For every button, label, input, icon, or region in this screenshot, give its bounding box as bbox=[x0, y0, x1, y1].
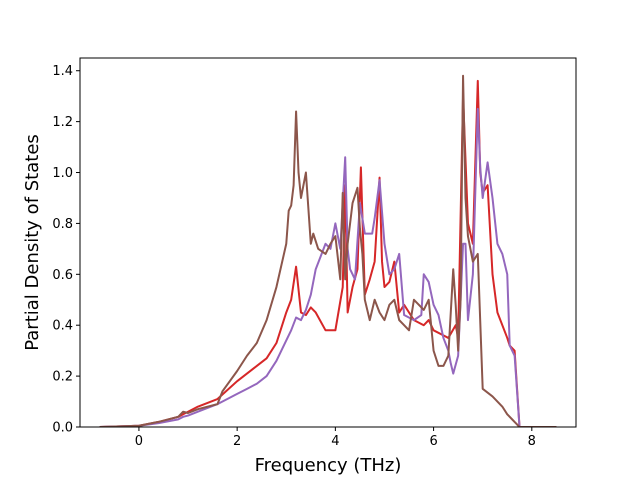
x-axis: 0 2 4 6 8 bbox=[135, 427, 536, 449]
series-line-3 bbox=[99, 74, 557, 427]
y-tick-label: 0.0 bbox=[52, 421, 73, 436]
y-tick-label: 1.2 bbox=[52, 115, 73, 130]
y-tick-label: 0.2 bbox=[52, 370, 73, 385]
y-tick-label: 1.4 bbox=[52, 64, 73, 79]
x-tick-label: 0 bbox=[135, 434, 143, 449]
x-tick-label: 2 bbox=[233, 434, 241, 449]
x-axis-title: Frequency (THz) bbox=[255, 455, 402, 476]
axes-frame bbox=[79, 57, 577, 428]
y-axis-title: Partial Density of States bbox=[22, 134, 43, 351]
x-tick-label: 4 bbox=[331, 434, 339, 449]
series-group bbox=[99, 74, 557, 427]
x-tick-label: 6 bbox=[429, 434, 437, 449]
y-tick-label: 0.8 bbox=[52, 217, 73, 232]
y-tick-label: 1.0 bbox=[52, 166, 73, 181]
series-line-2 bbox=[99, 107, 557, 427]
y-axis: 0.0 0.2 0.4 0.6 0.8 1.0 1.2 1.4 bbox=[52, 64, 80, 436]
x-tick-label: 8 bbox=[528, 434, 536, 449]
y-tick-label: 0.4 bbox=[52, 319, 73, 334]
y-tick-label: 0.6 bbox=[52, 268, 73, 283]
